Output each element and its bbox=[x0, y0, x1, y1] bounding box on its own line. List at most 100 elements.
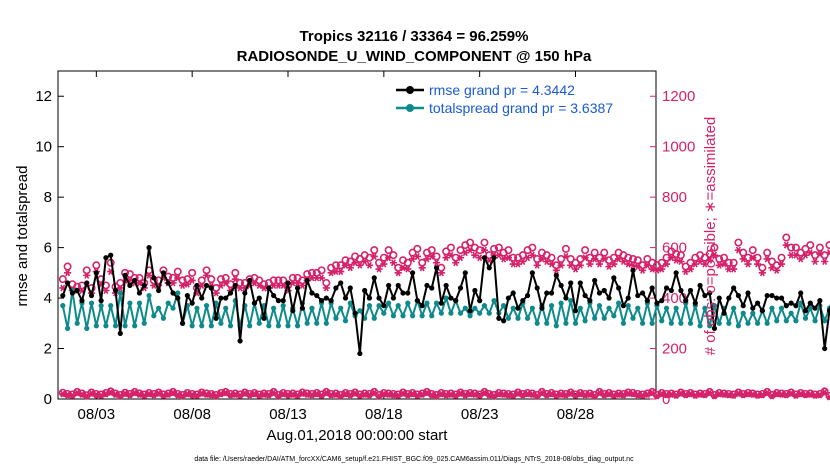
chart-title-line2: RADIOSONDE_U_WIND_COMPONENT @ 150 hPa bbox=[237, 48, 592, 65]
possible-obs-point bbox=[403, 258, 412, 267]
totalspread-point bbox=[429, 313, 435, 319]
possible-obs-point bbox=[231, 268, 240, 277]
assimilated-obs-low-point bbox=[543, 391, 551, 399]
assimilated-obs-point bbox=[337, 268, 345, 276]
x-tick-label: 08/03 bbox=[78, 406, 116, 423]
rmse-point bbox=[510, 290, 516, 296]
x-tick-label: 08/23 bbox=[461, 406, 499, 423]
totalspread-point bbox=[227, 323, 234, 329]
assimilated-obs-point bbox=[456, 254, 465, 262]
assimilated-obs-low-point bbox=[821, 388, 829, 396]
totalspread-point bbox=[419, 313, 425, 319]
possible-obs-point bbox=[317, 266, 326, 275]
totalspread-point bbox=[151, 313, 157, 319]
totalspread-point bbox=[716, 320, 722, 326]
assimilated-obs-low-point bbox=[629, 390, 637, 398]
totalspread-point bbox=[304, 320, 310, 326]
rmse-point bbox=[587, 298, 593, 304]
rmse-point bbox=[582, 292, 588, 299]
assimilated-obs-point bbox=[576, 261, 584, 269]
rmse-point bbox=[146, 245, 152, 251]
rmse-point bbox=[438, 300, 444, 306]
assimilated-obs-point bbox=[797, 255, 805, 263]
assimilated-obs-low-point bbox=[255, 391, 263, 399]
rmse-point bbox=[347, 285, 353, 291]
possible-obs-point bbox=[197, 276, 206, 285]
rmse-point bbox=[184, 292, 190, 299]
assimilated-obs-point bbox=[710, 251, 719, 259]
rmse-point bbox=[93, 270, 99, 276]
possible-obs-point bbox=[341, 256, 350, 265]
rmse-point bbox=[668, 287, 674, 294]
totalspread-point bbox=[477, 310, 483, 316]
totalspread-point bbox=[563, 320, 569, 326]
assimilated-obs-point bbox=[504, 254, 513, 262]
rmse-point bbox=[577, 280, 583, 286]
totalspread-point bbox=[635, 305, 641, 311]
totalspread-point bbox=[127, 300, 133, 306]
totalspread-point bbox=[501, 303, 507, 309]
rmse-point bbox=[639, 290, 646, 296]
totalspread-point bbox=[611, 313, 617, 319]
rmse-point bbox=[649, 285, 655, 291]
rmse-point bbox=[122, 272, 128, 278]
assimilated-obs-low-point bbox=[471, 390, 479, 398]
assimilated-obs-point bbox=[135, 279, 144, 287]
rmse-point bbox=[548, 290, 555, 296]
assimilated-obs-point bbox=[811, 257, 819, 266]
rmse-point bbox=[160, 270, 167, 276]
assimilated-obs-point bbox=[485, 256, 493, 264]
rmse-point bbox=[687, 287, 694, 294]
rmse-point bbox=[596, 290, 603, 296]
y-left-tick-label: 12 bbox=[35, 88, 52, 105]
possible-obs-point bbox=[307, 268, 316, 277]
assimilated-obs-point bbox=[375, 265, 383, 273]
assimilated-obs-low-point bbox=[763, 389, 771, 397]
legend-rmse-marker bbox=[406, 86, 414, 94]
rmse-point bbox=[644, 298, 650, 304]
assimilated-obs-point bbox=[298, 281, 306, 289]
totalspread-point bbox=[208, 323, 214, 329]
assimilated-obs-point bbox=[361, 257, 369, 266]
assimilated-obs-point bbox=[116, 284, 124, 292]
rmse-point bbox=[716, 295, 722, 301]
possible-obs-point bbox=[63, 262, 72, 271]
assimilated-obs-point bbox=[634, 263, 642, 271]
assimilated-obs-low-point bbox=[691, 391, 699, 399]
rmse-point bbox=[534, 285, 540, 291]
assimilated-obs-point bbox=[519, 257, 527, 266]
rmse-point bbox=[251, 300, 258, 306]
totalspread-point bbox=[103, 323, 109, 329]
assimilated-obs-low-point bbox=[437, 390, 445, 398]
assimilated-obs-point bbox=[672, 256, 680, 264]
possible-obs-point bbox=[763, 248, 772, 257]
assimilated-obs-point bbox=[758, 269, 766, 277]
rmse-point bbox=[692, 300, 698, 306]
possible-obs-point bbox=[561, 244, 570, 253]
totalspread-point bbox=[409, 313, 416, 319]
assimilated-obs-point bbox=[380, 260, 388, 268]
assimilated-obs-low-point bbox=[298, 389, 306, 397]
totalspread-point bbox=[117, 290, 123, 296]
y-right-tick-label: 800 bbox=[662, 189, 687, 206]
totalspread-point bbox=[798, 300, 804, 306]
possible-obs-point bbox=[226, 280, 235, 289]
assimilated-obs-point bbox=[744, 260, 752, 268]
totalspread-point bbox=[616, 300, 622, 306]
totalspread-point bbox=[472, 305, 478, 311]
assimilated-obs-point bbox=[591, 255, 599, 263]
assimilated-obs-low-point bbox=[217, 390, 225, 398]
rmse-point bbox=[774, 295, 780, 301]
rmse-series bbox=[60, 245, 830, 357]
possible-obs-point bbox=[236, 278, 245, 287]
possible-obs-point bbox=[288, 273, 297, 282]
rmse-point bbox=[759, 308, 765, 314]
rmse-point bbox=[405, 290, 411, 296]
totalspread-point bbox=[793, 318, 799, 324]
totalspread-point bbox=[783, 318, 789, 324]
possible-obs-point bbox=[791, 243, 800, 252]
x-axis: 08/03 08/08 08/13 08/18 08/23 08/28 bbox=[78, 71, 594, 423]
totalspread-point bbox=[462, 305, 468, 311]
assimilated-obs-point bbox=[571, 265, 580, 273]
assimilated-obs-point bbox=[202, 271, 211, 279]
